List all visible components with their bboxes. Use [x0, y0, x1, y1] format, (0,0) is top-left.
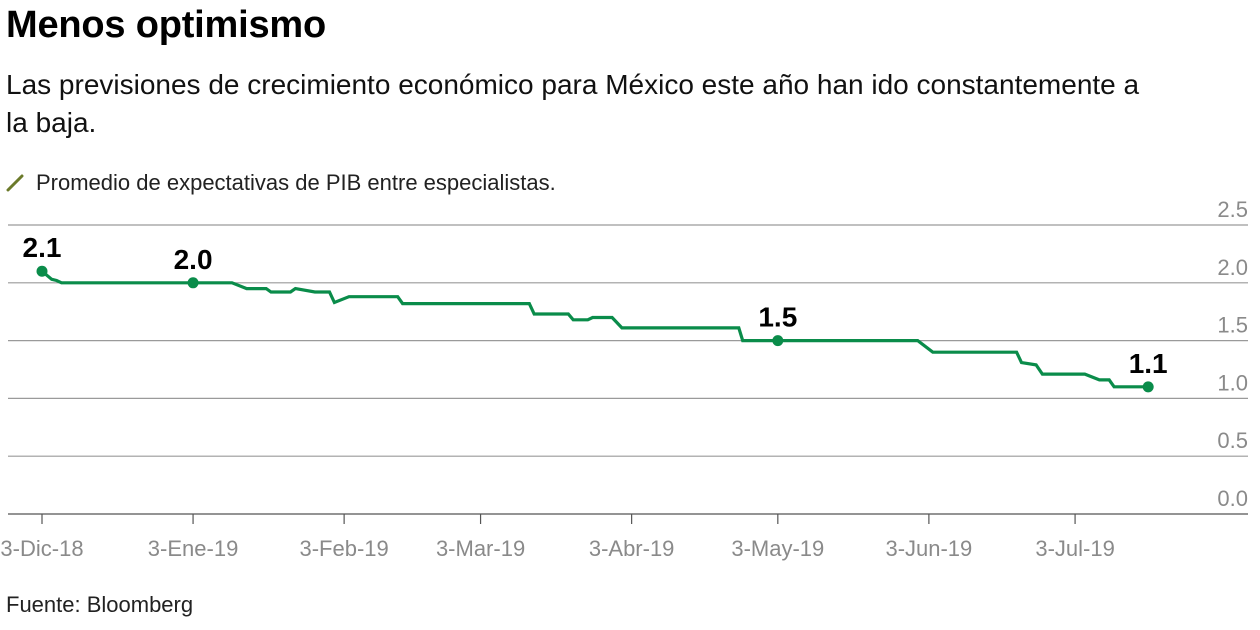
data-label: 2.1 [23, 232, 62, 263]
data-point-dot [36, 265, 48, 277]
x-tick-label: 3-Abr-19 [589, 536, 675, 561]
y-axis-ticks: 0.0 0.5 1.0 1.5 2.0 2.5 [1217, 197, 1248, 511]
x-tick-label: 3-Ene-19 [148, 536, 239, 561]
y-tick-label: 2.5 [1217, 197, 1248, 222]
data-point-dot [187, 277, 199, 289]
chart-title: Menos optimismo [6, 4, 327, 46]
data-label: 2.0 [174, 244, 213, 275]
source-note: Fuente: Bloomberg [6, 592, 194, 617]
data-point-dot [772, 335, 784, 347]
data-label: 1.5 [758, 302, 797, 333]
legend: Promedio de expectativas de PIB entre es… [6, 170, 556, 196]
x-tick-label: 3-Feb-19 [299, 536, 388, 561]
data-point-dot [1142, 381, 1154, 393]
x-tick-label: 3-Jun-19 [885, 536, 972, 561]
series-line [40, 269, 1149, 389]
series-layer [40, 269, 1149, 389]
y-tick-label: 2.0 [1217, 255, 1248, 280]
legend-label: Promedio de expectativas de PIB entre es… [36, 170, 556, 195]
y-tick-label: 1.5 [1217, 313, 1248, 338]
y-tick-label: 1.0 [1217, 370, 1248, 395]
y-tick-label: 0.5 [1217, 428, 1248, 453]
x-tick-label: 3-May-19 [731, 536, 824, 561]
x-axis: 3-Dic-18 3-Ene-19 3-Feb-19 3-Mar-19 3-Abr-19… [0, 513, 1248, 561]
x-tick-label: 3-Mar-19 [436, 536, 525, 561]
chart-subtitle: Las previsiones de crecimiento económico… [6, 69, 1140, 138]
x-tick-label: 3-Dic-18 [0, 536, 83, 561]
y-tick-label: 0.0 [1217, 486, 1248, 511]
data-label: 1.1 [1129, 348, 1168, 379]
x-tick-label: 3-Jul-19 [1035, 536, 1114, 561]
annotations-layer: 2.1 2.0 1.5 1.1 [23, 232, 1168, 393]
slash-line-icon [6, 174, 24, 192]
